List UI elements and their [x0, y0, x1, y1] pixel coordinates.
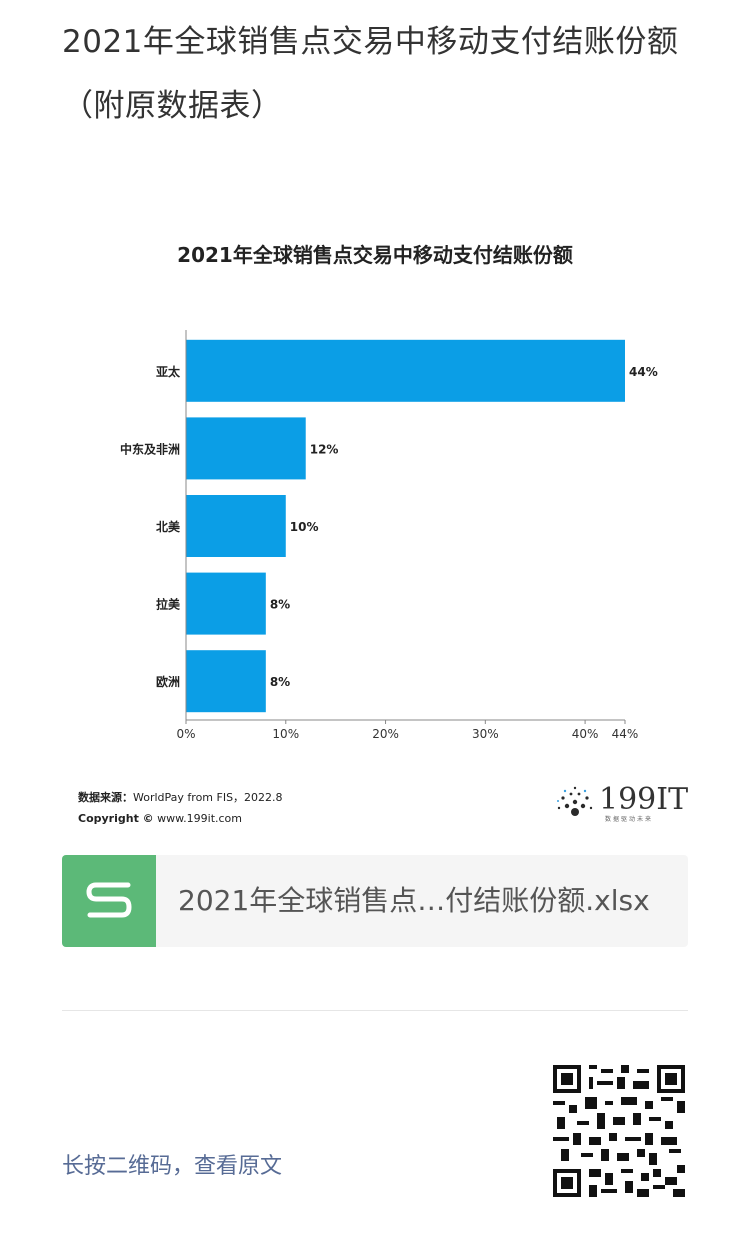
- article-title: 2021年全球销售点交易中移动支付结账份额（附原数据表）: [62, 24, 679, 124]
- data-label: 8%: [270, 598, 290, 612]
- chart-image: 2021年全球销售点交易中移动支付结账份额 亚太 44% 中东及非洲 12% 北美 10%…: [62, 200, 688, 840]
- data-label: 12%: [310, 442, 339, 456]
- bar: [186, 339, 625, 402]
- x-tick-label: 0%: [176, 727, 195, 741]
- bar: [186, 495, 286, 557]
- bar: [186, 417, 306, 480]
- divider: [62, 1010, 688, 1011]
- logo-icon: [557, 786, 593, 816]
- source-text: WorldPay from FIS，2022.8: [133, 791, 283, 804]
- read-original-link[interactable]: 长按二维码，查看原文: [62, 1154, 283, 1179]
- x-tick-label: 10%: [272, 727, 299, 741]
- qr-code-icon[interactable]: [553, 1065, 685, 1197]
- chart-title: 2021年全球销售点交易中移动支付结账份额: [177, 243, 573, 267]
- spreadsheet-s-icon: [62, 855, 156, 947]
- logo-text: 199IT: [599, 782, 689, 817]
- data-label: 8%: [270, 675, 290, 689]
- logo-199it: 199IT 数据驱动未来: [553, 782, 688, 824]
- category-label: 北美: [156, 519, 181, 534]
- bar: [186, 650, 266, 713]
- data-label: 44%: [629, 365, 658, 379]
- category-label: 亚太: [156, 364, 181, 379]
- source-label: 数据来源：: [78, 791, 133, 804]
- data-label: 10%: [290, 520, 319, 534]
- x-tick-label: 44%: [612, 727, 639, 741]
- copyright-url: www.199it.com: [157, 812, 243, 825]
- category-label: 欧洲: [156, 674, 180, 689]
- bar-chart: 2021年全球销售点交易中移动支付结账份额 亚太 44% 中东及非洲 12% 北美 10%…: [120, 243, 658, 741]
- bar: [186, 572, 266, 635]
- x-tick-label: 20%: [372, 727, 399, 741]
- category-label: 中东及非洲: [120, 441, 180, 456]
- category-label: 拉美: [156, 597, 181, 612]
- attachment-file-name[interactable]: 2021年全球销售点…付结账份额.xlsx: [178, 884, 650, 917]
- copyright-label: Copyright ©: [78, 812, 154, 825]
- logo-subtitle: 数据驱动未来: [605, 816, 654, 823]
- attachment-card[interactable]: 2021年全球销售点…付结账份额.xlsx: [62, 855, 688, 947]
- x-tick-label: 30%: [472, 727, 499, 741]
- source-note: 数据来源：WorldPay from FIS，2022.8 Copyright …: [78, 787, 283, 829]
- x-tick-label: 40%: [572, 727, 599, 741]
